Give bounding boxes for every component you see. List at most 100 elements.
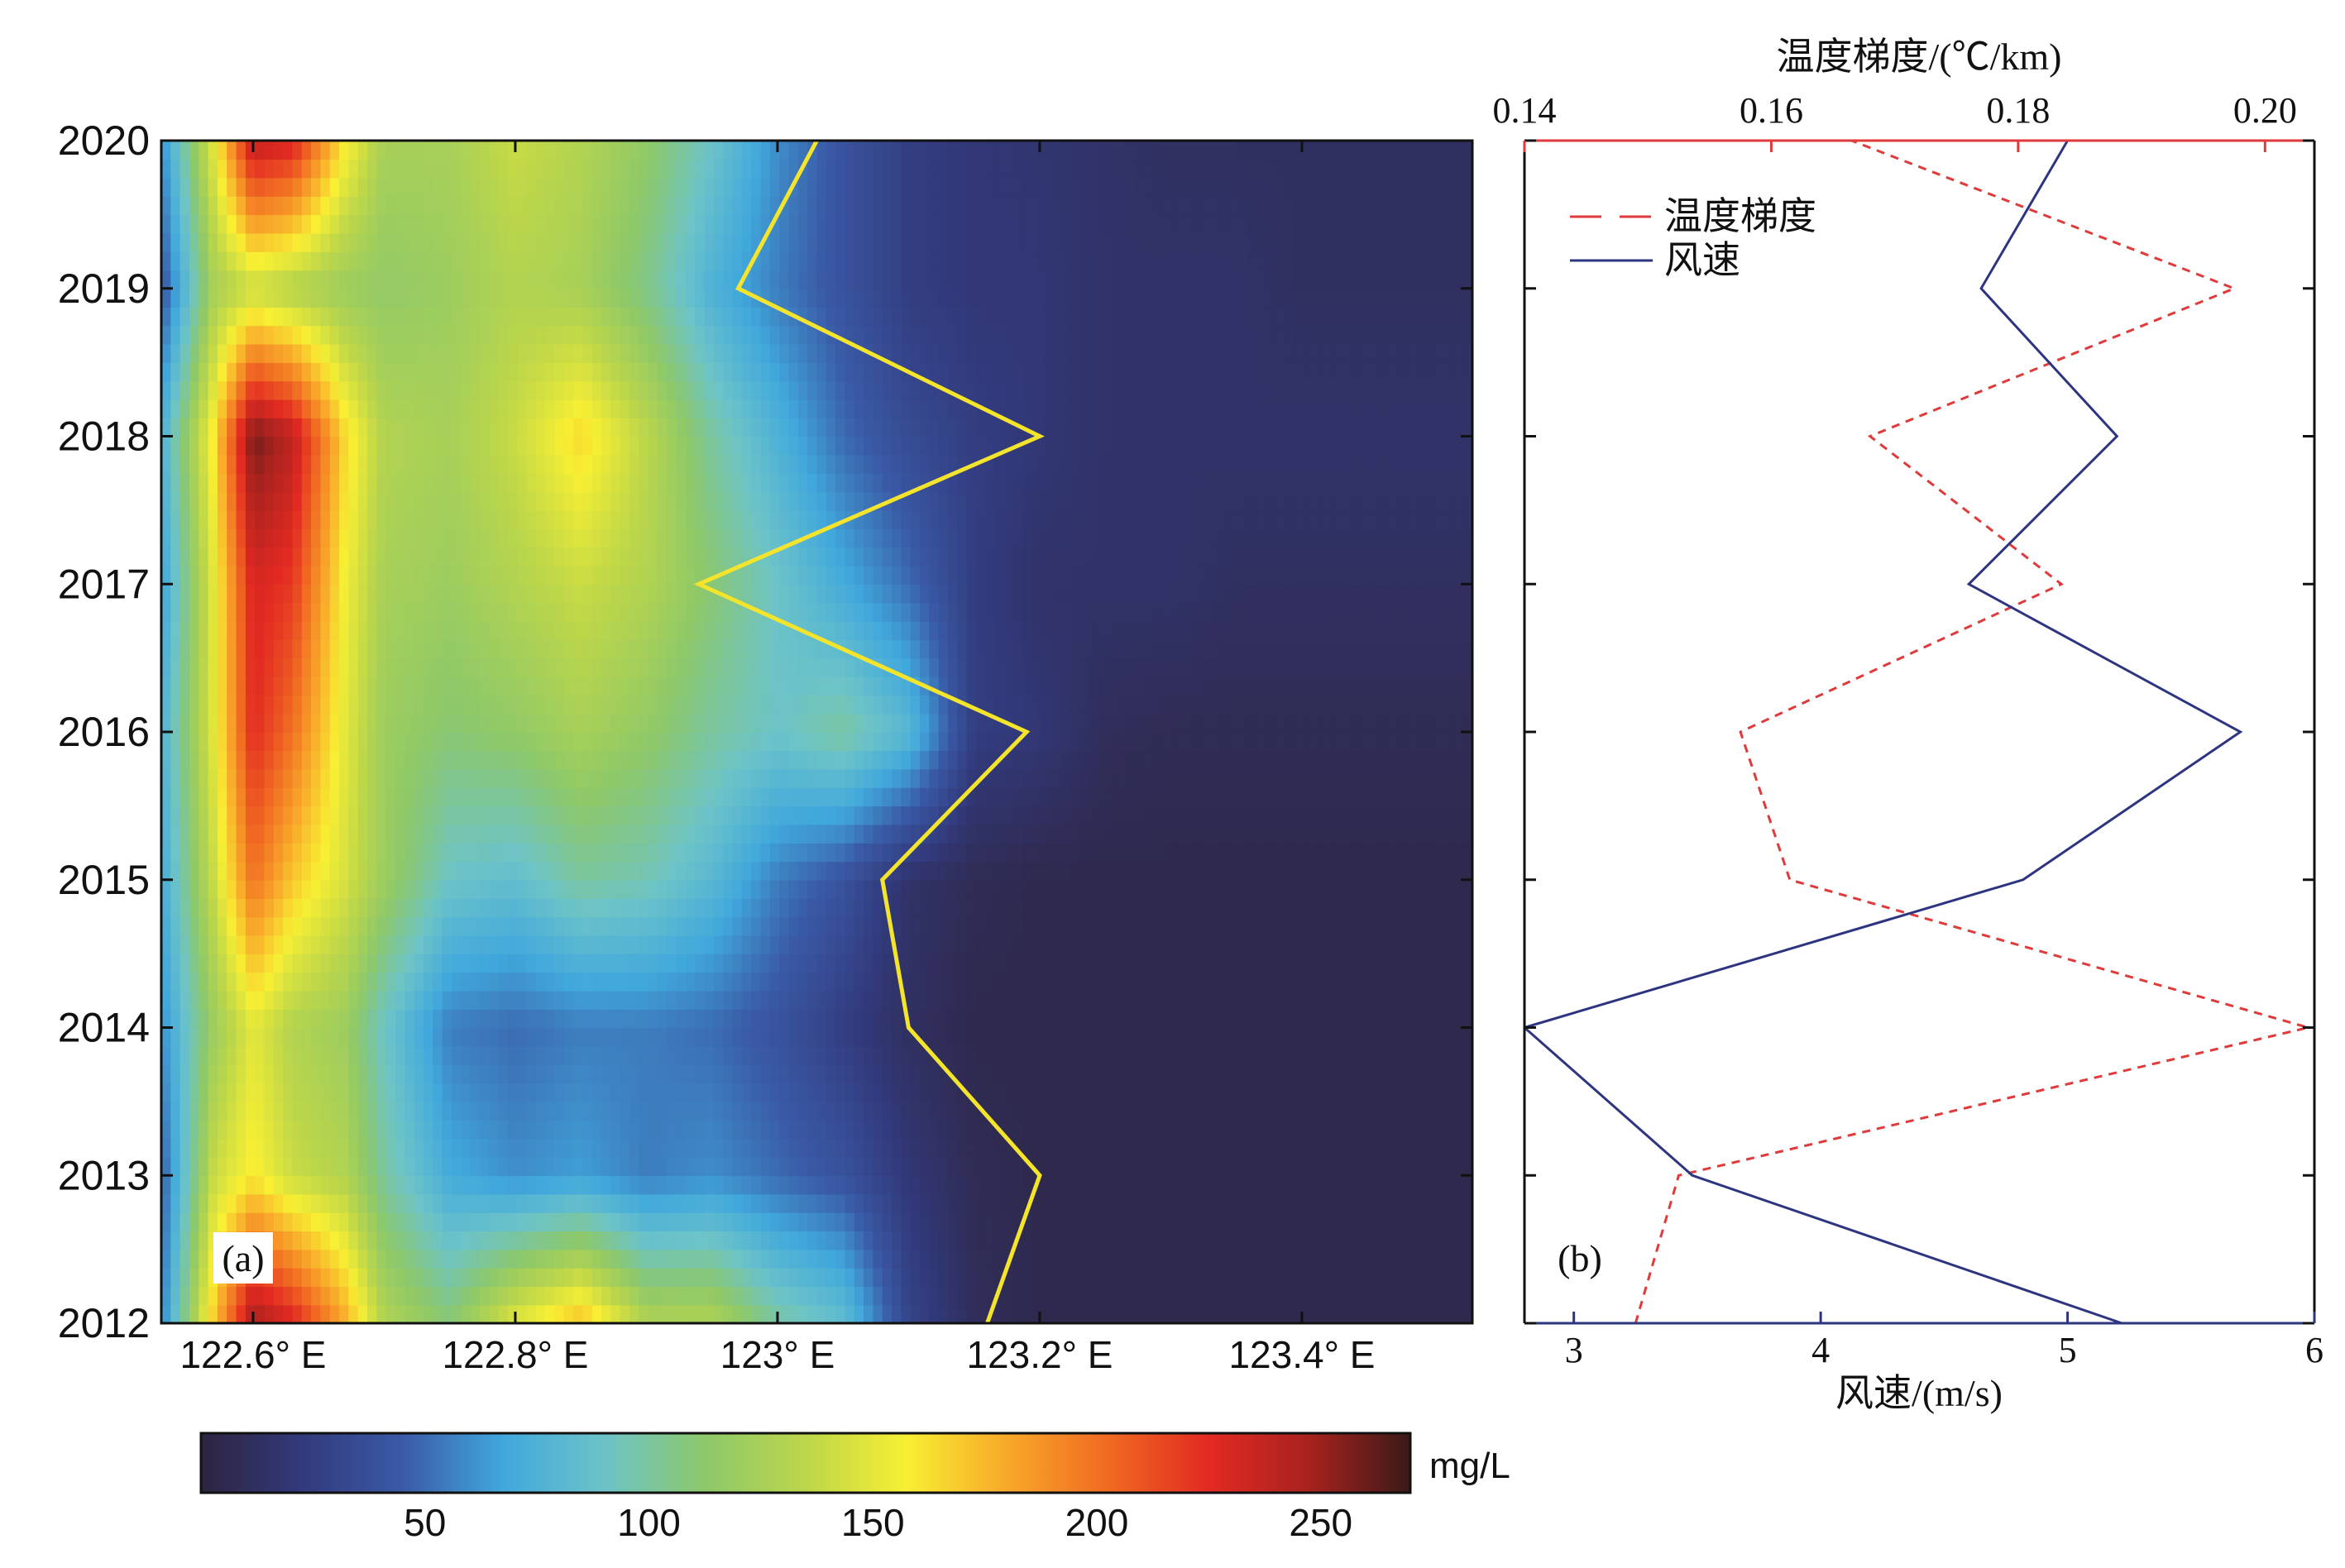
- heatmap-cell: [507, 1212, 518, 1231]
- heatmap-cell: [470, 1212, 481, 1231]
- heatmap-cell: [892, 1304, 902, 1323]
- heatmap-cell: [873, 1268, 883, 1288]
- heatmap-cell: [882, 990, 893, 1010]
- heatmap-cell: [329, 1193, 340, 1213]
- heatmap-cell: [507, 1231, 518, 1250]
- heatmap-cell: [1332, 1286, 1342, 1306]
- heatmap-cell: [751, 1193, 762, 1213]
- heatmap-cell: [1388, 806, 1399, 825]
- heatmap-cell: [704, 1009, 715, 1029]
- heatmap-cell: [255, 879, 266, 899]
- heatmap-cell: [208, 990, 218, 1010]
- heatmap-cell: [629, 713, 640, 733]
- heatmap-cell: [686, 1083, 696, 1102]
- heatmap-cell: [676, 750, 687, 770]
- heatmap-cell: [208, 916, 218, 936]
- heatmap-cell: [686, 1138, 696, 1158]
- heatmap-cell: [283, 657, 294, 677]
- heatmap-cell: [292, 806, 303, 825]
- heatmap-cell: [1397, 1064, 1408, 1084]
- heatmap-cell: [667, 1286, 677, 1306]
- heatmap-cell: [1322, 1083, 1333, 1102]
- heatmap-cell: [1425, 972, 1436, 992]
- heatmap-cell: [217, 843, 227, 863]
- heatmap-cell: [1163, 1304, 1174, 1323]
- heatmap-cell: [1228, 1101, 1239, 1121]
- heatmap-cell: [414, 990, 424, 1010]
- heatmap-cell: [1200, 713, 1211, 733]
- heatmap-cell: [873, 695, 883, 715]
- heatmap-cell: [723, 806, 734, 825]
- heatmap-cell: [658, 824, 668, 844]
- heatmap-cell: [424, 676, 434, 696]
- heatmap-cell: [1247, 1231, 1258, 1250]
- heatmap-cell: [255, 954, 266, 973]
- heatmap-cell: [395, 1268, 406, 1288]
- heatmap-cell: [1322, 1156, 1333, 1176]
- heatmap-cell: [433, 1083, 443, 1102]
- heatmap-cell: [1126, 732, 1137, 752]
- heatmap-cell: [1275, 1045, 1286, 1065]
- heatmap-cell: [1098, 1009, 1108, 1029]
- heatmap-cell: [517, 1083, 528, 1102]
- heatmap-cell: [245, 768, 256, 788]
- heatmap-cell: [667, 1045, 677, 1065]
- heatmap-cell: [563, 898, 574, 918]
- heatmap-cell: [545, 1120, 556, 1140]
- heatmap-cell: [826, 1212, 836, 1231]
- heatmap-cell: [1341, 695, 1352, 715]
- heatmap-cell: [1378, 713, 1389, 733]
- heatmap-cell: [179, 1009, 190, 1029]
- heatmap-cell: [433, 898, 443, 918]
- heatmap-cell: [1416, 806, 1427, 825]
- heatmap-cell: [273, 768, 284, 788]
- heatmap-cell: [179, 990, 190, 1010]
- heatmap-cell: [367, 1304, 378, 1323]
- heatmap-cell: [639, 787, 649, 807]
- heatmap-cell: [929, 1138, 940, 1158]
- heatmap-cell: [376, 732, 387, 752]
- heatmap-cell: [1041, 1249, 1052, 1269]
- heatmap-cell: [1266, 750, 1276, 770]
- heatmap-cell: [1022, 806, 1033, 825]
- heatmap-cell: [161, 972, 172, 992]
- heatmap-cell: [1369, 806, 1380, 825]
- heatmap-cell: [779, 1064, 790, 1084]
- heatmap-cell: [1041, 695, 1052, 715]
- heatmap-cell: [357, 1120, 368, 1140]
- heatmap-cell: [199, 1138, 209, 1158]
- heatmap-cell: [1406, 1268, 1417, 1288]
- heatmap-cell: [1050, 954, 1061, 973]
- heatmap-cell: [658, 935, 668, 954]
- heatmap-cell: [704, 657, 715, 677]
- heatmap-cell: [1031, 1009, 1042, 1029]
- heatmap-cell: [526, 713, 537, 733]
- heatmap-cell: [1285, 916, 1295, 936]
- heatmap-cell: [573, 1120, 584, 1140]
- heatmap-cell: [816, 1083, 827, 1102]
- heatmap-cell: [1434, 1120, 1445, 1140]
- heatmap-cell: [311, 1101, 322, 1121]
- heatmap-cell: [686, 1286, 696, 1306]
- heatmap-cell: [1275, 676, 1286, 696]
- heatmap-cell: [1247, 1083, 1258, 1102]
- heatmap-cell: [199, 990, 209, 1010]
- heatmap-cell: [639, 861, 649, 881]
- heatmap-cell: [1031, 787, 1042, 807]
- heatmap-cell: [994, 1101, 1005, 1121]
- heatmap-cell: [957, 1064, 968, 1084]
- heatmap-cell: [741, 1083, 752, 1102]
- heatmap-cell: [255, 806, 266, 825]
- heatmap-cell: [873, 750, 883, 770]
- heatmap-cell: [283, 1175, 294, 1195]
- heatmap-cell: [1256, 972, 1267, 992]
- heatmap-cell: [601, 861, 612, 881]
- heatmap-cell: [424, 879, 434, 899]
- heatmap-cell: [686, 1156, 696, 1176]
- heatmap-cell: [797, 1193, 808, 1213]
- heatmap-cell: [357, 1286, 368, 1306]
- heatmap-cell: [695, 1138, 706, 1158]
- heatmap-cell: [788, 1083, 799, 1102]
- heatmap-cell: [1116, 1212, 1127, 1231]
- heatmap-cell: [563, 657, 574, 677]
